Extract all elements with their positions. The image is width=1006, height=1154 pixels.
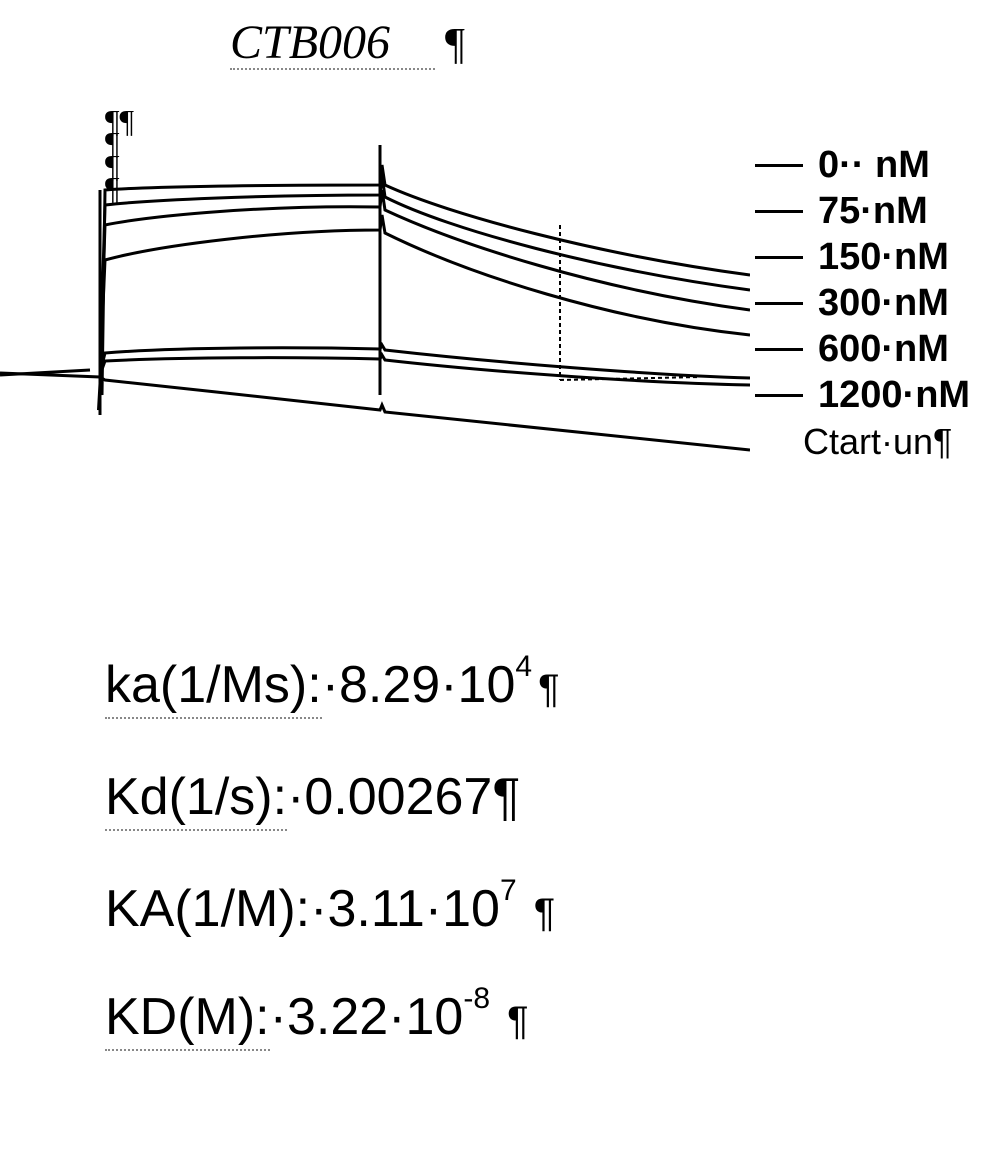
legend-item: 600·nM <box>755 329 1005 369</box>
legend-cutoff-text: Ctart·un¶ <box>803 421 1005 463</box>
KD-parameter: KD(M):·3.22·10-8 ¶ <box>105 987 805 1051</box>
ka-value: ·8.29·10 <box>322 656 516 714</box>
legend-line-icon <box>755 302 803 305</box>
KA-value: ·3.11·10 <box>310 880 500 938</box>
title-underline <box>230 68 435 70</box>
KD-exponent: -8 <box>463 982 490 1015</box>
chart-title: CTB006 <box>230 15 390 70</box>
kinetics-parameters: ka(1/Ms):·8.29·104¶ Kd(1/s):·0.00267¶ KA… <box>105 655 805 1099</box>
legend-line-icon <box>755 164 803 167</box>
legend-item: 300·nM <box>755 283 1005 323</box>
pilcrow-icon: ¶ <box>445 18 465 69</box>
KA-exponent: 7 <box>500 874 517 907</box>
legend-label: 1200·nM <box>818 374 970 417</box>
sensorgram-chart <box>0 95 750 455</box>
legend-line-icon <box>755 394 803 397</box>
kd-parameter: Kd(1/s):·0.00267¶ <box>105 767 805 831</box>
ka-parameter: ka(1/Ms):·8.29·104¶ <box>105 655 805 719</box>
KD-label: KD(M): <box>105 987 270 1051</box>
legend-label: 150·nM <box>818 236 949 279</box>
pilcrow-icon: ¶ <box>496 999 529 1043</box>
kd-value: ·0.00267¶ <box>287 768 520 826</box>
KA-parameter: KA(1/M):·3.11·107 ¶ <box>105 879 805 939</box>
ka-exponent: 4 <box>515 650 532 683</box>
pilcrow-icon: ¶ <box>538 667 559 711</box>
pilcrow-icon: ¶ <box>523 891 556 935</box>
KA-label: KA(1/M): <box>105 880 310 938</box>
kd-label: Kd(1/s): <box>105 767 287 831</box>
legend-item: 0·· nM <box>755 145 1005 185</box>
legend-label: 0·· nM <box>818 144 930 187</box>
legend-line-icon <box>755 210 803 213</box>
legend-line-icon <box>755 256 803 259</box>
legend-label: 300·nM <box>818 282 949 325</box>
KD-value: ·3.22·10 <box>270 988 464 1046</box>
legend-label: 600·nM <box>818 328 949 371</box>
legend-label: 75·nM <box>818 190 928 233</box>
legend-item: 150·nM <box>755 237 1005 277</box>
legend-item: 75·nM <box>755 191 1005 231</box>
concentration-legend: 0·· nM 75·nM 150·nM 300·nM 600·nM 1200·n… <box>755 145 1005 463</box>
legend-item: 1200·nM <box>755 375 1005 415</box>
ka-label: ka(1/Ms): <box>105 655 322 719</box>
legend-line-icon <box>755 348 803 351</box>
